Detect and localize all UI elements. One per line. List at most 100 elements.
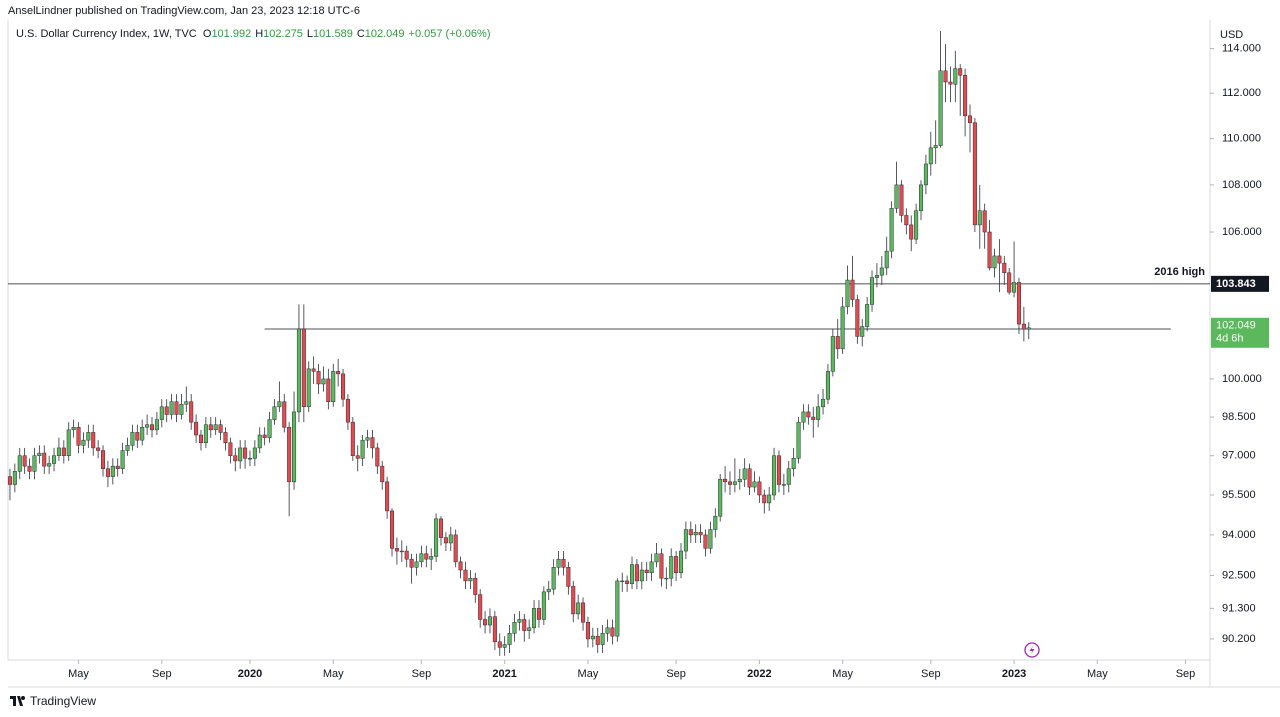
candle-body: [644, 569, 649, 573]
candle-body: [576, 602, 581, 615]
candle-body: [272, 406, 277, 420]
candle-body: [355, 455, 360, 459]
candle-body: [483, 619, 488, 626]
candle-body: [634, 564, 639, 582]
candle-body: [737, 478, 742, 483]
x-tick-label: May: [68, 668, 89, 680]
candle-body: [169, 401, 174, 415]
candle-body: [115, 465, 120, 469]
candle-body: [12, 471, 17, 485]
candle-body: [468, 577, 473, 582]
symbol-legend: U.S. Dollar Currency Index, 1W, TVC O101…: [16, 28, 490, 40]
candle-body: [1016, 282, 1021, 325]
candle-body: [821, 398, 826, 408]
candle-body: [360, 439, 365, 459]
candle-body: [194, 421, 199, 436]
x-tick-label: 2023: [1002, 668, 1026, 680]
candle-body: [71, 427, 76, 431]
candle-body: [154, 419, 159, 431]
candle-body: [135, 432, 140, 441]
candle-body: [350, 421, 355, 456]
candle-body: [438, 518, 444, 538]
candle-body: [473, 577, 478, 595]
candle-body: [247, 458, 252, 460]
candle-body: [816, 406, 821, 420]
candle-body: [394, 548, 399, 552]
candle-body: [987, 231, 992, 269]
candle-body: [953, 68, 958, 85]
candle-body: [345, 398, 350, 423]
candle-body: [370, 437, 375, 449]
candle-body: [243, 447, 248, 459]
candle-body: [928, 147, 933, 165]
footer: TradingView: [10, 694, 96, 708]
candle-body: [409, 558, 414, 568]
candle-body: [91, 432, 96, 449]
candle-body: [982, 210, 987, 233]
x-tick-label: 2020: [238, 668, 262, 680]
candle-body: [1012, 282, 1017, 293]
candle-body: [7, 476, 12, 485]
candle-body: [884, 250, 889, 269]
candle-body: [203, 424, 208, 444]
candle-body: [365, 437, 370, 441]
candle-body: [992, 255, 997, 269]
candle-body: [502, 644, 507, 648]
candle-body: [277, 401, 282, 408]
candle-body: [218, 424, 223, 433]
candle-body: [478, 594, 483, 620]
candle-body: [145, 424, 150, 428]
candle-body: [659, 553, 664, 579]
candle-body: [492, 616, 497, 642]
candle-body: [904, 215, 909, 226]
x-tick-label: May: [1087, 668, 1108, 680]
candle-body: [933, 145, 938, 149]
candle-body: [874, 274, 879, 278]
legend-key: C: [356, 28, 365, 40]
candle-body: [855, 299, 860, 337]
candle-body: [404, 550, 409, 560]
x-tick-label: May: [323, 668, 344, 680]
candle-body: [380, 465, 385, 483]
candle-body: [835, 336, 840, 350]
candle-body: [164, 406, 169, 415]
candle-body: [571, 586, 576, 615]
candle-body: [434, 518, 439, 557]
candle-body: [674, 556, 679, 573]
x-tick-label: Sep: [921, 668, 941, 680]
candle-body: [282, 401, 287, 428]
candle-body: [257, 434, 262, 449]
candle-body: [458, 561, 463, 571]
candle-body: [840, 306, 845, 350]
candle-body: [757, 481, 762, 496]
x-tick-label: Sep: [1176, 668, 1196, 680]
candle-body: [669, 556, 674, 579]
y-tick-label: 112.000: [1222, 87, 1261, 99]
symbol-title: U.S. Dollar Currency Index, 1W, TVC: [16, 28, 197, 40]
candle-body: [81, 439, 86, 446]
candle-body: [918, 184, 924, 211]
candle-body: [776, 455, 781, 485]
candle-body: [561, 558, 566, 568]
y-tick-label: 98.500: [1222, 411, 1256, 423]
y-tick-label: 110.000: [1222, 133, 1261, 145]
y-tick-label: 94.000: [1222, 529, 1256, 541]
publisher-line: AnselLindner published on TradingView.co…: [8, 5, 361, 17]
candle-body: [517, 619, 522, 623]
candle-body: [326, 378, 331, 402]
candle-body: [566, 567, 571, 587]
candle-body: [943, 70, 948, 83]
candle-body: [453, 534, 458, 563]
candle-body: [61, 447, 66, 456]
candle-body: [22, 455, 27, 467]
candle-body: [47, 463, 52, 467]
candle-body: [321, 378, 326, 385]
candle-body: [639, 569, 644, 582]
candle-body: [811, 416, 816, 420]
candle-body: [791, 458, 796, 469]
candle-body: [512, 621, 517, 634]
candle-body: [208, 424, 213, 431]
level-price-label: 103.843: [1216, 278, 1256, 290]
candle-body: [336, 371, 341, 375]
candle-body: [1021, 323, 1026, 330]
